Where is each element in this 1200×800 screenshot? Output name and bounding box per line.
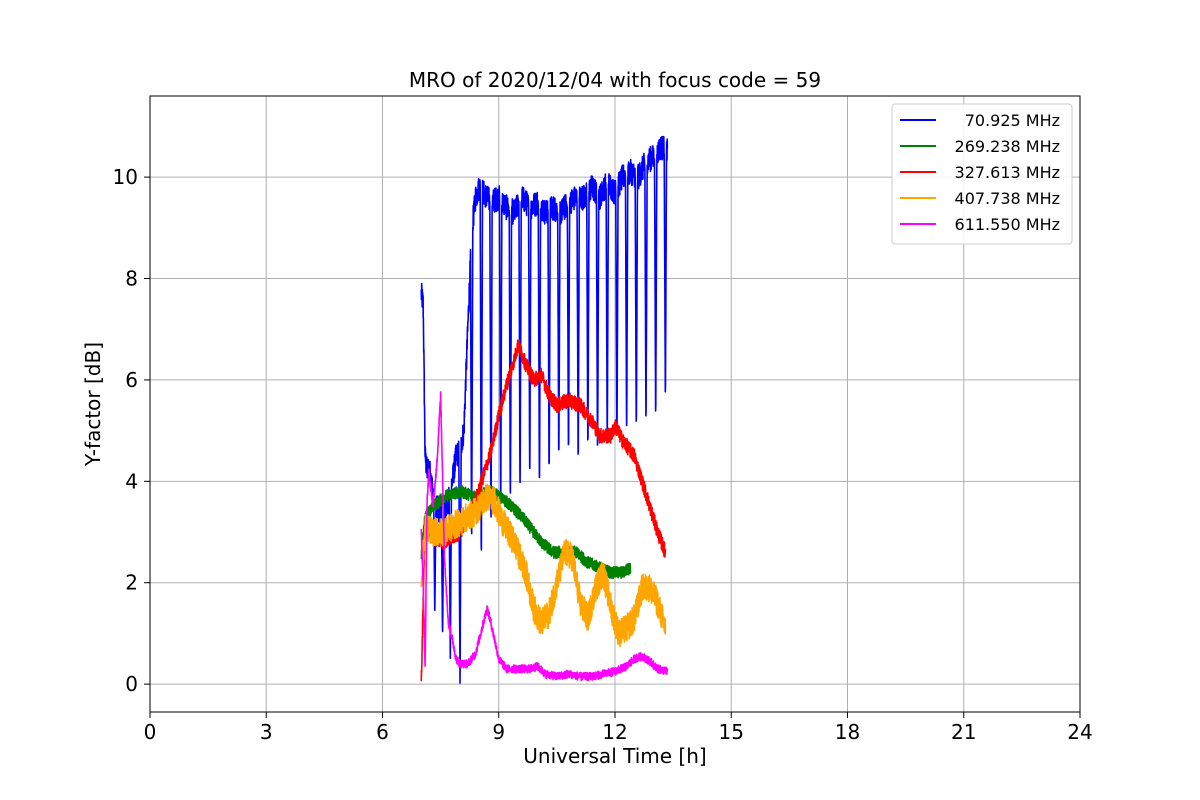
legend: 70.925 MHz 269.238 MHz 327.613 MHz 407.738 … xyxy=(891,103,1073,245)
x-tick-label: 21 xyxy=(951,720,976,744)
legend-entry-label: 70.925 MHz xyxy=(965,111,1060,130)
x-axis-label: Universal Time [h] xyxy=(523,744,706,768)
x-tick-label: 12 xyxy=(602,720,627,744)
legend-entry-label: 407.738 MHz xyxy=(955,189,1060,208)
legend-entry-label: 269.238 MHz xyxy=(955,137,1060,156)
chart-title: MRO of 2020/12/04 with focus code = 59 xyxy=(409,68,821,92)
series-line-1 xyxy=(420,485,632,580)
x-tick-label: 0 xyxy=(144,720,157,744)
series-line-4 xyxy=(420,391,669,682)
legend-box xyxy=(891,103,1073,245)
legend-entry-label: 327.613 MHz xyxy=(955,163,1060,182)
y-tick-label: 0 xyxy=(125,672,138,696)
y-tick-label: 10 xyxy=(113,165,138,189)
legend-entry-label: 611.550 MHz xyxy=(955,215,1060,234)
y-tick-label: 8 xyxy=(125,267,138,291)
y-axis-label: Y-factor [dB] xyxy=(81,342,105,467)
x-tick-label: 6 xyxy=(376,720,389,744)
x-tick-label: 9 xyxy=(492,720,505,744)
x-tick-label: 3 xyxy=(260,720,273,744)
x-tick-label: 15 xyxy=(719,720,744,744)
x-tick-label: 18 xyxy=(835,720,860,744)
y-tick-label: 4 xyxy=(125,469,138,493)
series-line-0 xyxy=(420,135,669,684)
y-tick-label: 6 xyxy=(125,368,138,392)
series-line-3 xyxy=(420,483,667,648)
y-tick-label: 2 xyxy=(125,571,138,595)
plot-series-group xyxy=(420,135,669,684)
x-tick-label: 24 xyxy=(1067,720,1092,744)
